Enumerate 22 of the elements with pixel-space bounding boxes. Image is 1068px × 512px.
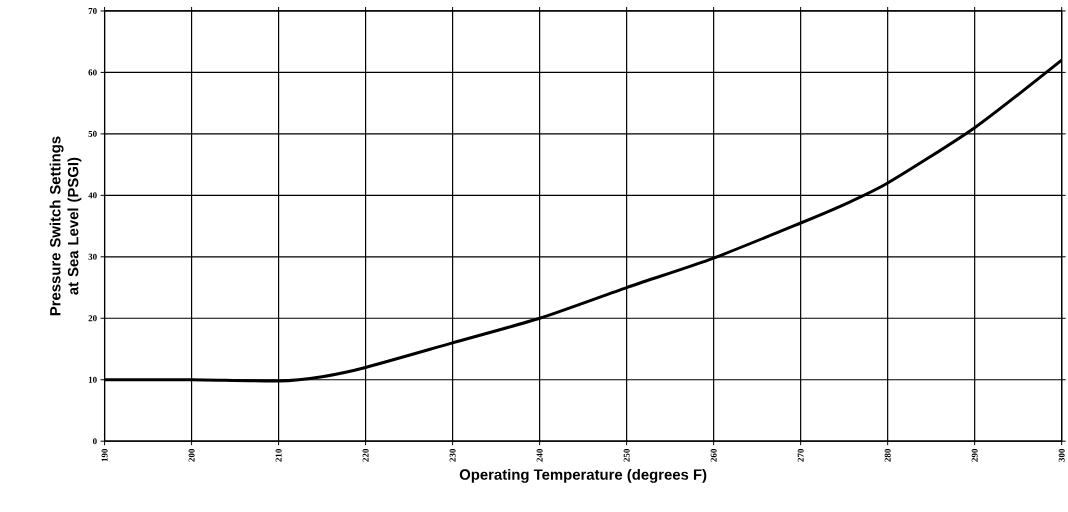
y-tick-label: 20	[88, 315, 97, 322]
x-tick-label: 230	[449, 449, 456, 462]
x-tick-label: 190	[101, 449, 108, 462]
y-tick-label: 70	[88, 7, 97, 15]
y-tick-label: 50	[88, 130, 97, 137]
x-tick-label: 260	[710, 449, 717, 462]
y-tick-label: 40	[88, 192, 97, 199]
x-tick-label: 210	[275, 449, 282, 462]
x-axis-title: Operating Temperature (degrees F)	[459, 468, 707, 483]
x-tick-label: 290	[971, 449, 978, 462]
y-tick-label: 30	[88, 253, 97, 260]
x-tick-label: 200	[188, 449, 195, 462]
x-tick-label: 300	[1058, 449, 1065, 462]
y-axis-title: Pressure Switch Settings at Sea Level (PSGI)	[49, 136, 82, 316]
y-tick-label: 10	[88, 376, 97, 383]
x-tick-label: 240	[536, 449, 543, 462]
y-tick-label: 0	[92, 438, 97, 445]
y-tick-label: 60	[88, 69, 97, 76]
x-tick-label: 270	[797, 449, 804, 462]
x-tick-label: 250	[623, 449, 630, 462]
x-tick-label: 220	[362, 449, 369, 462]
x-tick-label: 280	[884, 449, 891, 462]
